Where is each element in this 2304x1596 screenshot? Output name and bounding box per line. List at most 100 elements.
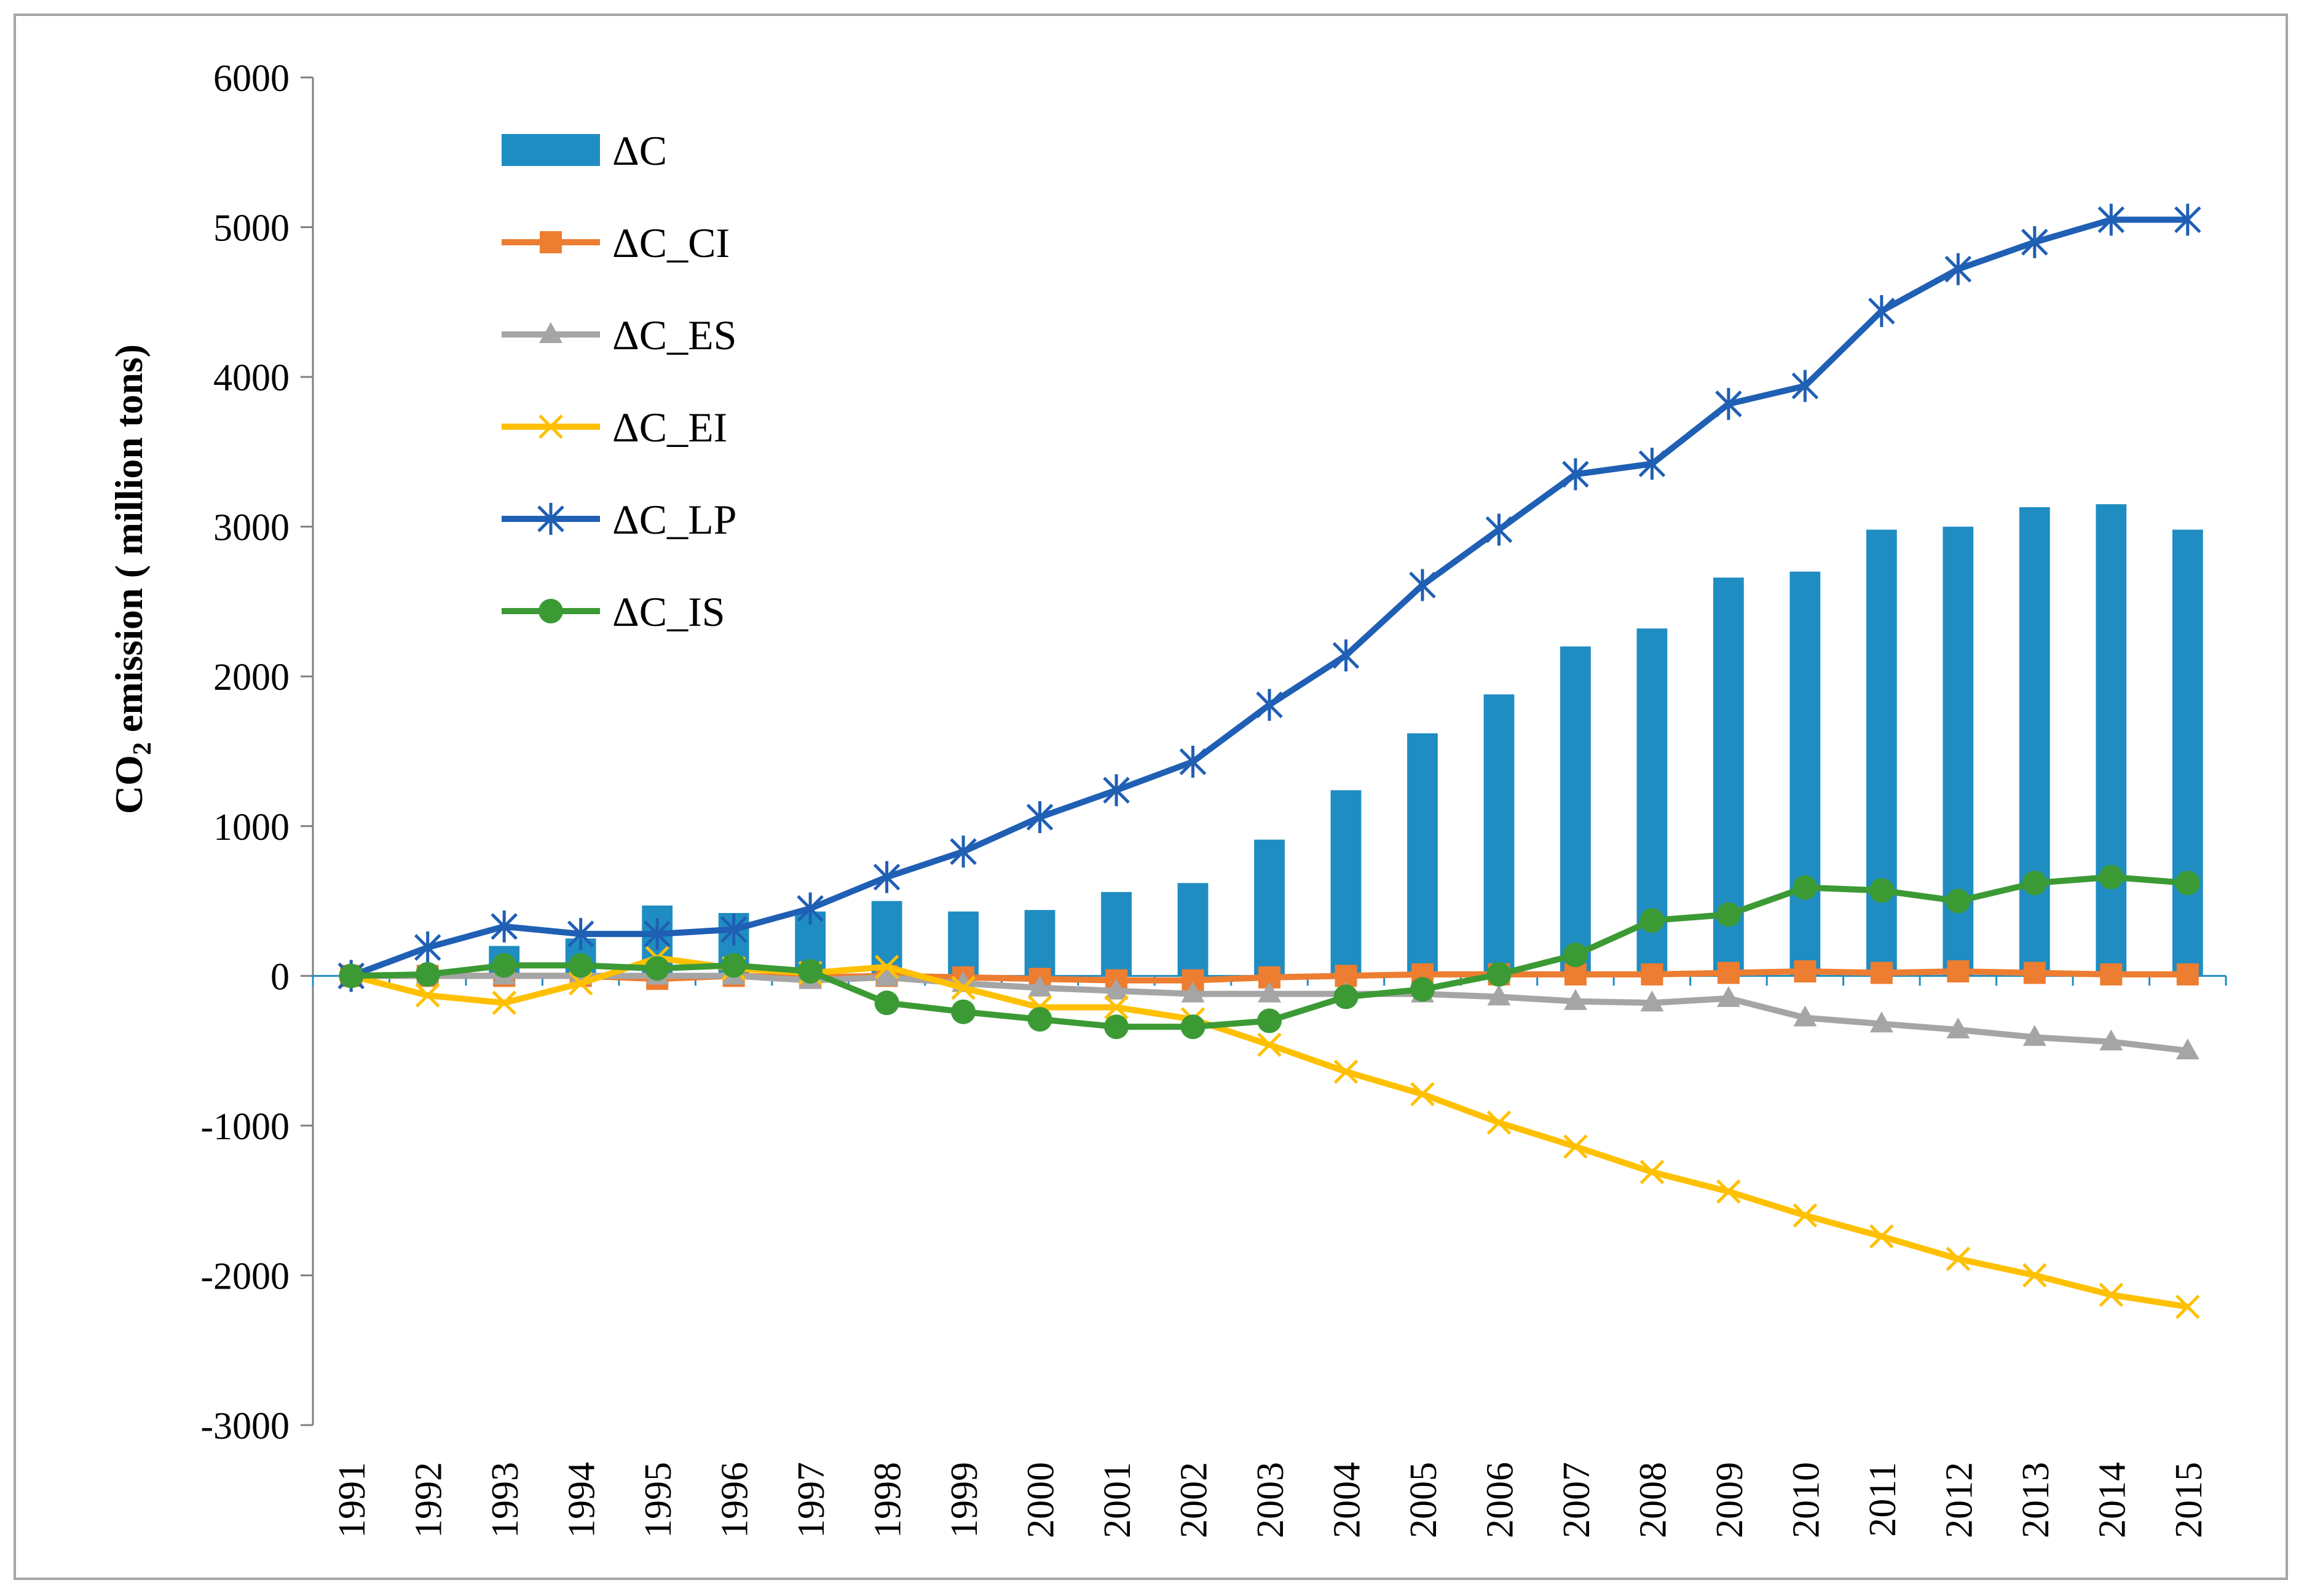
point-2006 [1487, 984, 1511, 1006]
point-1992 [415, 962, 440, 987]
point-2010 [1793, 875, 1818, 900]
point-1999 [951, 999, 976, 1024]
point-1994 [567, 918, 594, 950]
point-1992 [414, 931, 441, 964]
point-2011 [1869, 1011, 1893, 1033]
y-tick-label: -1000 [200, 1106, 290, 1148]
point-2001 [1104, 1014, 1129, 1040]
x-tick-label: 2009 [1709, 1462, 1751, 1538]
bar-2013 [2019, 507, 2050, 976]
legend-marker [540, 231, 562, 253]
legend-item: ΔC_IS [502, 588, 725, 635]
legend-marker [537, 503, 564, 535]
point-2003 [1257, 1032, 1282, 1057]
point-2014 [2099, 864, 2124, 890]
point-1997 [797, 892, 824, 925]
legend-item: ΔC_LP [502, 496, 736, 543]
point-2010 [1791, 369, 1819, 402]
x-tick-label: 2001 [1097, 1462, 1138, 1538]
point-2002 [1180, 1014, 1205, 1040]
y-tick-label: 4000 [213, 357, 290, 399]
point-2013 [2023, 962, 2046, 984]
point-2009 [1716, 902, 1741, 927]
point-2009 [1716, 1179, 1741, 1204]
point-2005 [1409, 569, 1436, 601]
point-2008 [1641, 963, 1663, 986]
point-2001 [1104, 995, 1129, 1020]
x-tick-label: 2011 [1862, 1462, 1904, 1537]
legend-item: ΔC_CI [502, 219, 730, 266]
point-2012 [1946, 1017, 1970, 1039]
legend-swatch [502, 134, 600, 166]
point-2006 [1486, 1110, 1512, 1135]
point-2010 [1793, 1005, 1817, 1027]
point-2015 [2176, 963, 2199, 986]
legend: ΔC ΔC_CI ΔC_ES ΔC_EI ΔC_LP ΔC_IS [502, 127, 736, 635]
point-1995 [645, 956, 670, 981]
point-2013 [2021, 226, 2048, 258]
y-ticks: 6000 5000 4000 3000 2000 1000 0 -1000 -2000 -3000 [200, 58, 313, 1447]
legend-item: ΔC_EI [502, 404, 727, 451]
point-2009 [1717, 962, 1740, 984]
x-tick-label: 1992 [408, 1462, 450, 1538]
bar-2006 [1483, 694, 1515, 976]
y-tick-label: 0 [270, 956, 290, 998]
y-tick-label: 1000 [213, 807, 290, 848]
point-2011 [1869, 1224, 1894, 1249]
bar-series [412, 504, 2203, 976]
point-2007 [1562, 458, 1589, 491]
point-2008 [1639, 908, 1665, 933]
y-axis-title-rest: emission ( million tons) [107, 344, 151, 742]
point-1994 [568, 953, 593, 978]
x-tick-label: 2014 [2091, 1462, 2133, 1538]
point-2007 [1563, 1134, 1588, 1159]
point-2001 [1105, 978, 1129, 1000]
bar-1999 [948, 911, 979, 976]
point-2007 [1563, 989, 1587, 1010]
point-2007 [1563, 942, 1588, 968]
x-tick-label: 1994 [561, 1462, 603, 1538]
y-axis-title: CO2 emission ( million tons) [107, 344, 157, 814]
bar-2001 [1101, 891, 1132, 976]
x-tick-label: 2007 [1556, 1462, 1598, 1538]
point-2013 [2022, 871, 2047, 896]
point-2001 [1103, 774, 1130, 807]
point-2009 [1716, 986, 1740, 1007]
point-2010 [1794, 960, 1817, 983]
series-ΔC_IS [339, 864, 2200, 1040]
point-1998 [874, 990, 899, 1016]
point-1993 [492, 990, 516, 1015]
point-2008 [1639, 1159, 1665, 1185]
point-2002 [1179, 746, 1207, 778]
point-2012 [1946, 1246, 1971, 1271]
series-ΔC_EI [339, 946, 2200, 1319]
point-2003 [1257, 1008, 1282, 1033]
point-1995 [644, 918, 671, 950]
bar-2010 [1789, 571, 1821, 976]
legend-item: ΔC_ES [502, 312, 736, 358]
point-2000 [1028, 975, 1052, 997]
point-2014 [2100, 963, 2123, 986]
point-2012 [1947, 960, 1970, 983]
point-1996 [720, 913, 748, 946]
point-2004 [1333, 1059, 1359, 1084]
bar-2000 [1024, 910, 1055, 976]
y-tick-label: -3000 [200, 1405, 290, 1447]
point-1994 [568, 971, 593, 996]
bar-2011 [1866, 529, 1897, 976]
point-2005 [1410, 977, 1435, 1002]
y-tick-label: 2000 [213, 657, 290, 698]
x-tick-label: 1999 [944, 1462, 985, 1538]
point-1993 [492, 953, 517, 978]
point-2013 [2022, 1263, 2047, 1288]
bar-1998 [871, 901, 902, 976]
legend-marker [539, 322, 562, 343]
point-2014 [2097, 203, 2125, 236]
bar-2004 [1330, 790, 1362, 976]
x-tick-label: 2008 [1632, 1462, 1674, 1538]
y-tick-label: 3000 [213, 507, 290, 549]
chart: 6000 5000 4000 3000 2000 1000 0 -1000 -2000 -3000… [107, 58, 2227, 1538]
point-2015 [2174, 203, 2201, 236]
point-2005 [1410, 1081, 1435, 1107]
legend-label: ΔC_CI [612, 219, 730, 266]
